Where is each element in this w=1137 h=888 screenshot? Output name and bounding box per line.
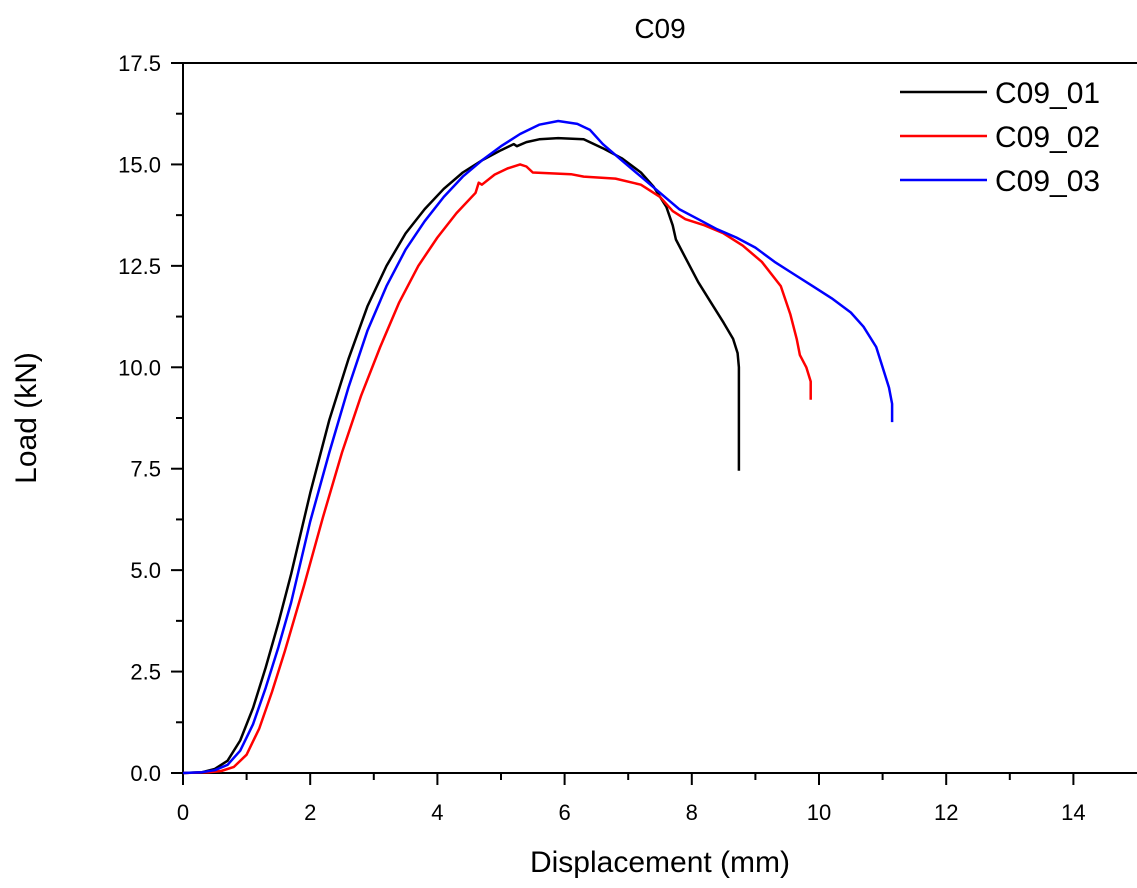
y-tick-label: 5.0 xyxy=(130,558,161,583)
y-tick-label: 7.5 xyxy=(130,457,161,482)
y-axis-label: Load (kN) xyxy=(10,352,43,484)
series-line-c09-03 xyxy=(182,119,894,775)
x-tick-label: 12 xyxy=(934,800,958,825)
legend-label: C09_02 xyxy=(995,121,1100,154)
chart-title: C09 xyxy=(634,13,685,44)
x-axis-label: Displacement (mm) xyxy=(530,846,790,879)
legend: C09_01 C09_02 C09_03 xyxy=(900,77,1100,198)
x-tick-label: 10 xyxy=(807,800,831,825)
plot-frame xyxy=(182,62,1137,774)
y-tick-label: 12.5 xyxy=(118,254,161,279)
x-tick-label: 4 xyxy=(431,800,443,825)
series-layer xyxy=(182,119,894,775)
series-line-c09-02 xyxy=(182,163,812,775)
legend-label: C09_01 xyxy=(995,77,1100,110)
x-tick-label: 8 xyxy=(686,800,698,825)
legend-label: C09_03 xyxy=(995,165,1100,198)
y-tick-label: 17.5 xyxy=(118,51,161,76)
x-tick-label: 2 xyxy=(304,800,316,825)
x-tick-label: 0 xyxy=(177,800,189,825)
series-line-c09-01 xyxy=(182,136,741,775)
x-tick-label: 14 xyxy=(1061,800,1085,825)
y-tick-label: 2.5 xyxy=(130,660,161,685)
x-tick-label: 6 xyxy=(558,800,570,825)
y-tick-label: 10.0 xyxy=(118,355,161,380)
y-axis: 0.0 2.5 5.0 7.5 10.0 12.5 15.0 17.5 xyxy=(118,51,183,786)
y-tick-label: 15.0 xyxy=(118,152,161,177)
y-tick-label: 0.0 xyxy=(130,761,161,786)
x-axis: 0 2 4 6 8 10 12 14 xyxy=(177,773,1086,825)
